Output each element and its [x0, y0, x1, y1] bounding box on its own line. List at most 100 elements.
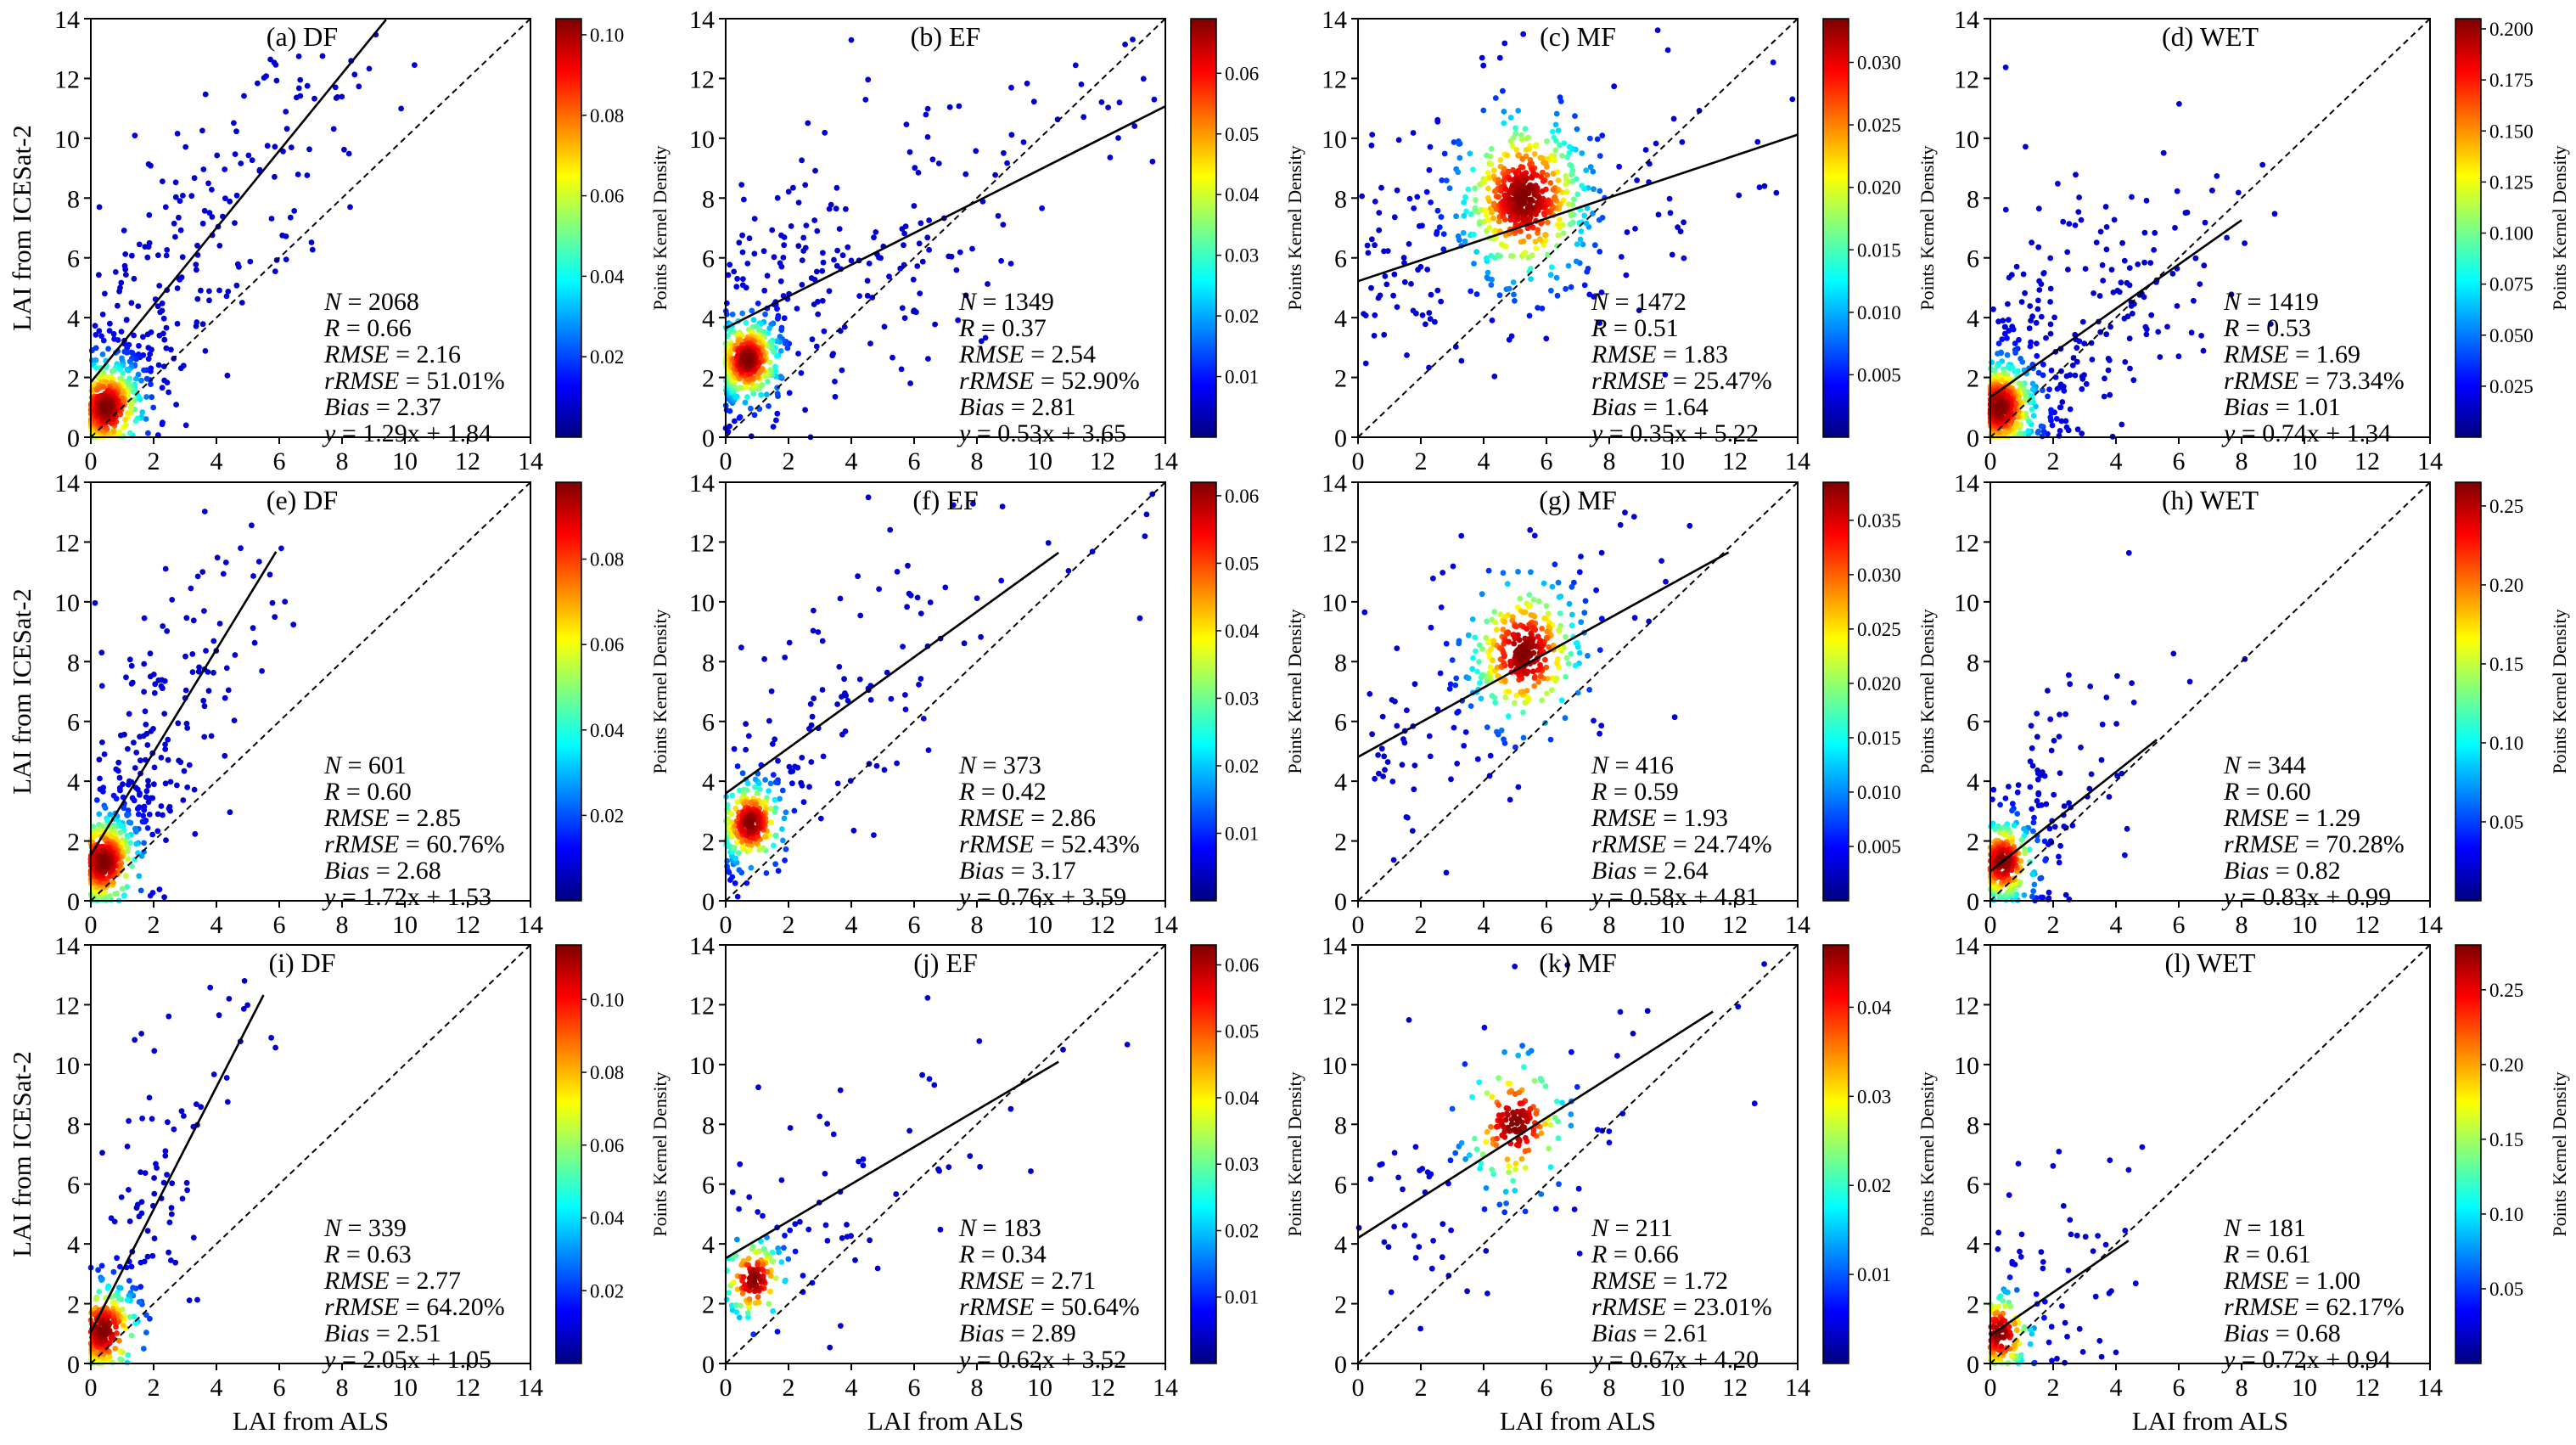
- data-point: [815, 311, 822, 318]
- data-point: [1491, 374, 1498, 380]
- data-point: [102, 805, 109, 811]
- colorbar-tick-label: 0.06: [590, 634, 624, 655]
- data-point: [2072, 222, 2079, 228]
- data-point: [2036, 287, 2043, 293]
- data-point: [1404, 707, 1410, 713]
- data-point: [2029, 406, 2035, 413]
- data-point: [1567, 161, 1573, 168]
- data-point: [161, 894, 168, 901]
- x-tick-label: 6: [273, 911, 286, 939]
- data-point: [2103, 331, 2110, 338]
- y-tick-label: 2: [67, 365, 80, 393]
- data-point: [2057, 770, 2063, 776]
- y-tick-label: 12: [1954, 529, 1979, 557]
- data-point: [2208, 188, 2215, 194]
- data-point: [2047, 716, 2054, 722]
- y-tick-label: 4: [1334, 305, 1347, 333]
- data-point: [765, 379, 771, 385]
- data-point: [812, 167, 818, 174]
- data-point: [2102, 375, 2107, 382]
- data-point: [1488, 282, 1495, 288]
- data-point: [2047, 414, 2054, 420]
- data-point: [2016, 380, 2023, 386]
- data-point: [901, 230, 907, 237]
- data-point: [1426, 310, 1433, 316]
- data-point: [758, 391, 765, 398]
- data-point: [133, 750, 140, 756]
- data-point: [1372, 775, 1378, 782]
- data-point: [1599, 132, 1606, 139]
- data-point: [1532, 143, 1539, 149]
- data-point: [2067, 681, 2074, 688]
- data-point: [1362, 360, 1369, 367]
- data-point: [2048, 367, 2055, 374]
- colorbar-tick-label: 0.175: [2489, 70, 2534, 91]
- x-tick-label: 4: [1478, 911, 1490, 939]
- data-point: [1501, 120, 1507, 127]
- data-point: [826, 288, 833, 295]
- colorbar-tick-label: 0.15: [2489, 654, 2523, 675]
- data-point: [2079, 374, 2085, 380]
- data-point: [1573, 640, 1580, 646]
- data-point: [1501, 653, 1507, 659]
- data-point: [232, 652, 239, 658]
- colorbar-tick-label: 0.030: [1857, 565, 1901, 586]
- data-point: [1546, 644, 1552, 650]
- data-point: [106, 328, 113, 334]
- data-point: [1582, 598, 1589, 604]
- y-tick-label: 10: [689, 589, 715, 617]
- data-point: [1472, 634, 1479, 641]
- data-point: [1535, 633, 1541, 640]
- data-point: [918, 220, 924, 227]
- data-point: [1521, 649, 1528, 655]
- data-point: [150, 404, 157, 411]
- colorbar-tick-label: 0.05: [1225, 124, 1259, 145]
- y-axis-title: LAI from ICESat-2: [7, 588, 36, 795]
- data-point: [866, 260, 873, 267]
- data-point: [1078, 82, 1085, 87]
- data-point: [398, 105, 404, 112]
- data-point: [1552, 561, 1558, 568]
- data-point: [412, 62, 418, 68]
- data-point: [2034, 340, 2040, 346]
- stat-rrmse: rRMSE = 73.34%: [2224, 367, 2405, 395]
- data-point: [924, 105, 931, 112]
- data-point: [96, 204, 103, 211]
- data-point: [157, 309, 164, 316]
- data-point: [1666, 195, 1673, 202]
- data-point: [135, 303, 142, 309]
- data-point: [2119, 239, 2126, 246]
- data-point: [1378, 745, 1385, 752]
- data-point: [727, 261, 733, 268]
- data-point: [1472, 185, 1479, 192]
- x-tick-label: 8: [971, 911, 984, 939]
- data-point: [121, 228, 127, 233]
- data-point: [1555, 177, 1562, 183]
- data-point: [839, 252, 846, 259]
- stat-fit-equation: y = 1.72x + 1.53: [322, 883, 491, 911]
- data-point: [1770, 59, 1776, 65]
- x-tick-label: 14: [2417, 911, 2443, 939]
- data-point: [109, 879, 116, 886]
- data-point: [2049, 422, 2056, 429]
- data-point: [2242, 240, 2248, 246]
- data-point: [2034, 306, 2041, 312]
- data-point: [1391, 214, 1398, 221]
- data-point: [1597, 188, 1603, 194]
- data-point: [903, 121, 910, 128]
- data-point: [1542, 656, 1548, 663]
- data-point: [1572, 662, 1579, 669]
- data-point: [2174, 303, 2180, 309]
- data-point: [1761, 183, 1768, 189]
- data-point: [790, 184, 796, 191]
- data-point: [2186, 678, 2193, 685]
- data-point: [729, 312, 736, 318]
- data-point: [295, 171, 301, 177]
- data-point: [1411, 205, 1417, 211]
- y-tick-label: 6: [1967, 709, 1979, 737]
- data-point: [1505, 713, 1512, 719]
- data-point: [1486, 224, 1493, 231]
- colorbar-title: Points Kernel Density: [2549, 609, 2570, 773]
- y-tick-label: 6: [1967, 245, 1979, 273]
- data-point: [1024, 80, 1030, 87]
